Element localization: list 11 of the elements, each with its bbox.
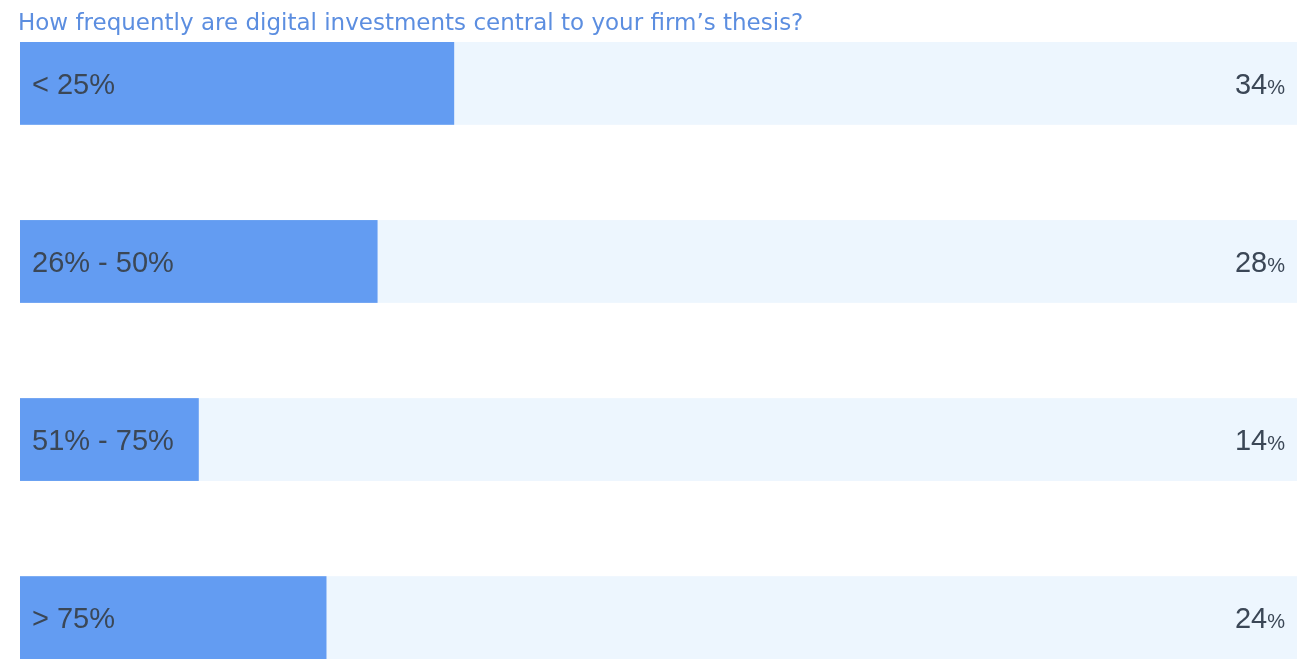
data-label: 14% <box>1234 423 1286 456</box>
text: How frequently are digital investments central to your firm’s thesis? <box>18 9 804 35</box>
bar <box>20 398 199 481</box>
data-label: 24% <box>1234 601 1286 634</box>
data-label: 34% <box>1234 67 1286 100</box>
y-tick-label: 51% - 75% <box>32 423 174 456</box>
y-tick-label: 26% - 50% <box>32 245 174 278</box>
y-tick-label: < 25% <box>32 67 116 100</box>
y-tick-label: > 75% <box>32 601 116 634</box>
data-label: 28% <box>1234 245 1286 278</box>
bar <box>20 576 327 659</box>
